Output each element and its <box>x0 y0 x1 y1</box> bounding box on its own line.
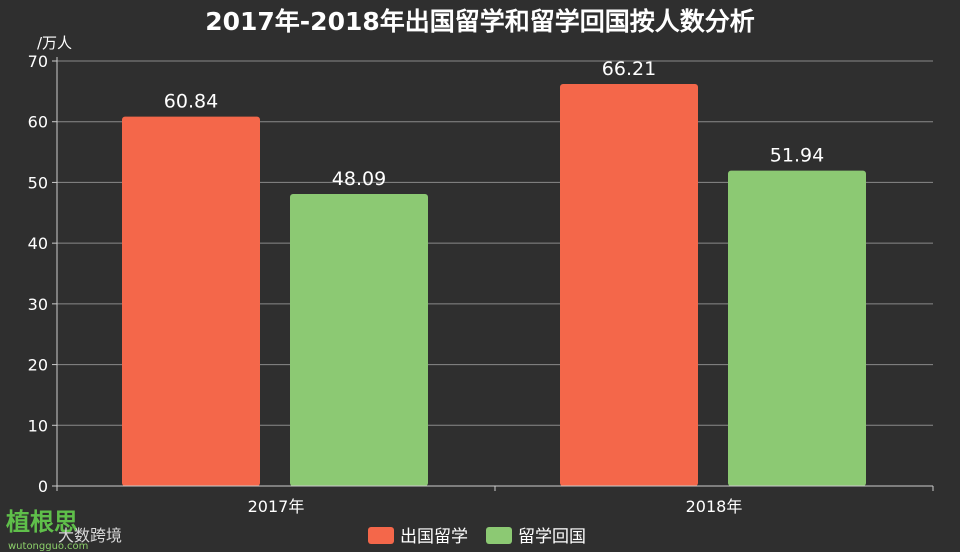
y-axis-unit-label: /万人 <box>37 34 72 52</box>
watermark-url: wutongguo.com <box>8 541 88 552</box>
data-label: 51.94 <box>770 145 824 167</box>
watermark-brand: 植根思 <box>6 508 78 536</box>
bars: 60.84 48.09 66.21 51.94 <box>122 58 866 486</box>
x-tick-label: 2017年 <box>248 497 305 516</box>
data-label: 60.84 <box>164 91 218 113</box>
legend-label[interactable]: 出国留学 <box>400 527 468 547</box>
y-tick-label: 40 <box>28 234 48 253</box>
x-axis: 2017年 2018年 <box>56 57 934 516</box>
y-tick-label: 30 <box>28 295 48 314</box>
legend[interactable]: 出国留学 留学回国 <box>368 527 586 547</box>
bar <box>560 84 698 486</box>
bar <box>290 194 428 486</box>
y-tick-label: 50 <box>28 173 48 192</box>
chart-title: 2017年-2018年出国留学和留学回国按人数分析 <box>205 7 755 36</box>
y-axis-ticks: 0 10 20 30 40 50 60 70 <box>28 52 57 496</box>
y-tick-label: 60 <box>28 113 48 132</box>
bar <box>728 170 866 486</box>
bar <box>122 116 260 486</box>
watermark-text: 大数跨境 <box>58 526 122 545</box>
y-tick-label: 10 <box>28 416 48 435</box>
y-tick-label: 20 <box>28 356 48 375</box>
y-tick-label: 70 <box>28 52 48 71</box>
legend-swatch[interactable] <box>486 527 512 544</box>
x-tick-label: 2018年 <box>686 497 743 516</box>
data-label: 48.09 <box>332 168 386 190</box>
y-tick-label: 0 <box>38 477 48 496</box>
data-label: 66.21 <box>602 58 656 80</box>
legend-label[interactable]: 留学回国 <box>518 527 586 547</box>
legend-swatch[interactable] <box>368 527 394 544</box>
watermark: 植根思 大数跨境 wutongguo.com <box>6 508 122 552</box>
